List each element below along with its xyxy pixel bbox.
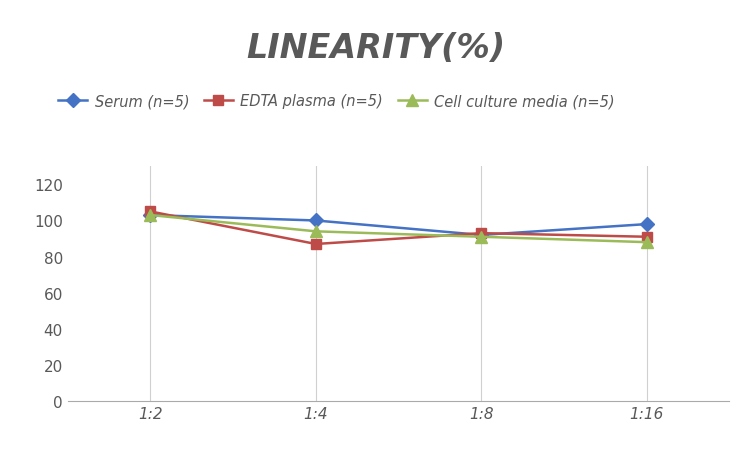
Serum (n=5): [642, 222, 651, 227]
Serum (n=5): [146, 213, 155, 218]
EDTA plasma (n=5): [146, 209, 155, 215]
Cell culture media (n=5): [642, 240, 651, 245]
Cell culture media (n=5): [477, 235, 486, 240]
EDTA plasma (n=5): [311, 242, 320, 247]
Serum (n=5): [311, 218, 320, 224]
EDTA plasma (n=5): [642, 235, 651, 240]
Line: EDTA plasma (n=5): EDTA plasma (n=5): [146, 207, 651, 249]
Cell culture media (n=5): [146, 213, 155, 218]
Line: Serum (n=5): Serum (n=5): [146, 211, 651, 240]
EDTA plasma (n=5): [477, 231, 486, 236]
Legend: Serum (n=5), EDTA plasma (n=5), Cell culture media (n=5): Serum (n=5), EDTA plasma (n=5), Cell cul…: [53, 88, 620, 115]
Line: Cell culture media (n=5): Cell culture media (n=5): [145, 210, 652, 248]
Text: LINEARITY(%): LINEARITY(%): [247, 32, 505, 64]
Cell culture media (n=5): [311, 229, 320, 235]
Serum (n=5): [477, 233, 486, 238]
